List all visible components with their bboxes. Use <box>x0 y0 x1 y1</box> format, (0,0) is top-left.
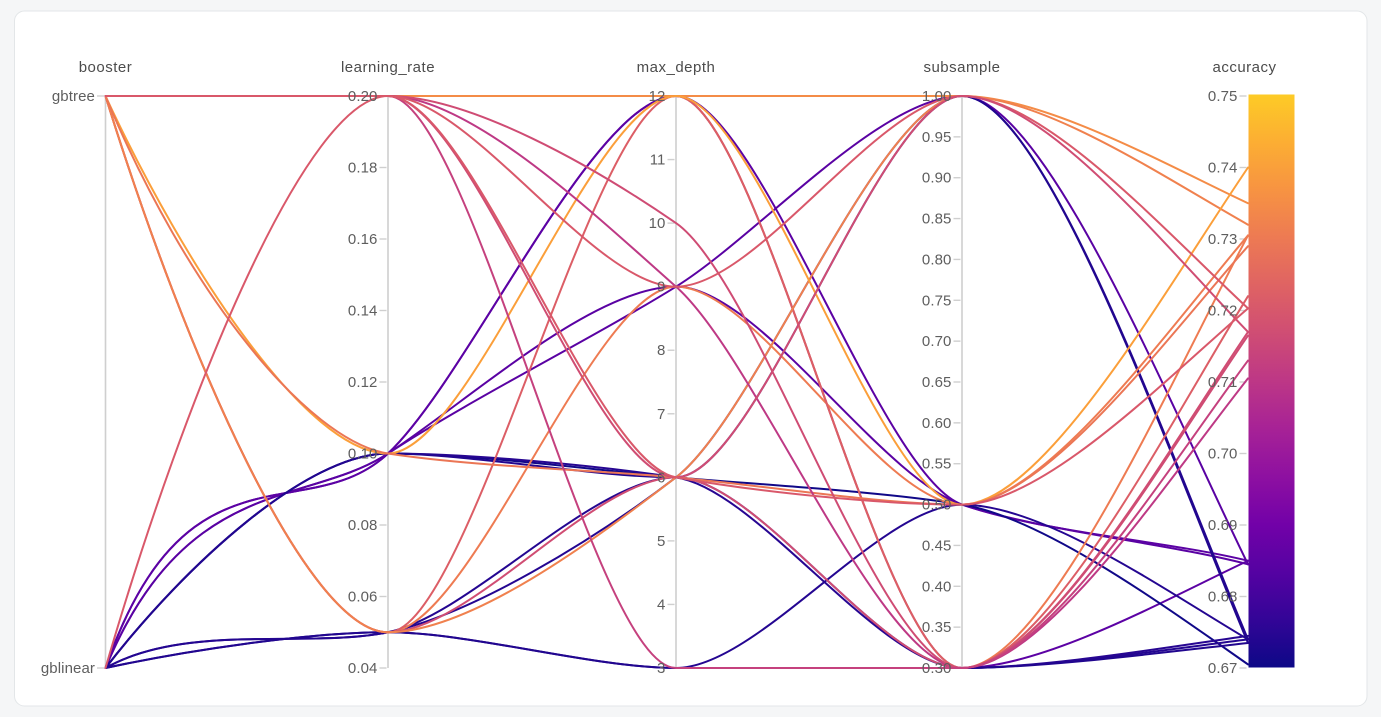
svg-text:subsample: subsample <box>923 59 1000 76</box>
svg-text:0.68: 0.68 <box>1208 589 1238 606</box>
svg-text:11: 11 <box>650 152 666 169</box>
svg-text:6: 6 <box>657 469 665 486</box>
svg-text:0.70: 0.70 <box>1208 446 1238 463</box>
svg-text:gblinear: gblinear <box>41 660 95 677</box>
svg-text:0.06: 0.06 <box>348 589 378 606</box>
svg-text:accuracy: accuracy <box>1212 59 1276 76</box>
svg-text:0.85: 0.85 <box>922 211 952 228</box>
svg-text:0.12: 0.12 <box>348 374 378 391</box>
svg-text:max_depth: max_depth <box>637 59 716 76</box>
svg-text:0.08: 0.08 <box>348 517 378 534</box>
svg-text:0.30: 0.30 <box>922 660 952 677</box>
svg-text:0.45: 0.45 <box>922 537 952 554</box>
svg-text:0.10: 0.10 <box>348 446 378 463</box>
svg-text:0.04: 0.04 <box>348 660 378 677</box>
svg-text:0.95: 0.95 <box>922 129 952 146</box>
svg-text:0.50: 0.50 <box>922 497 952 514</box>
svg-text:booster: booster <box>79 59 133 76</box>
svg-text:0.65: 0.65 <box>922 374 952 391</box>
svg-text:1.00: 1.00 <box>922 88 952 105</box>
svg-text:4: 4 <box>657 596 665 613</box>
svg-text:5: 5 <box>657 533 665 550</box>
svg-text:gbtree: gbtree <box>52 88 95 105</box>
svg-text:0.35: 0.35 <box>922 619 952 636</box>
svg-text:0.72: 0.72 <box>1208 303 1238 320</box>
svg-text:9: 9 <box>657 279 665 296</box>
svg-text:0.75: 0.75 <box>1208 88 1238 105</box>
svg-text:0.16: 0.16 <box>348 231 378 248</box>
svg-text:0.67: 0.67 <box>1208 660 1238 677</box>
svg-text:0.71: 0.71 <box>1208 374 1238 391</box>
svg-text:12: 12 <box>649 88 666 105</box>
svg-text:10: 10 <box>649 215 666 232</box>
svg-text:0.40: 0.40 <box>922 578 952 595</box>
svg-text:0.20: 0.20 <box>348 88 378 105</box>
svg-text:0.80: 0.80 <box>922 251 952 268</box>
svg-text:0.90: 0.90 <box>922 170 952 187</box>
svg-text:0.75: 0.75 <box>922 292 952 309</box>
svg-text:0.60: 0.60 <box>922 415 952 432</box>
svg-text:0.18: 0.18 <box>348 160 378 177</box>
svg-text:3: 3 <box>657 660 665 677</box>
svg-text:8: 8 <box>657 342 665 359</box>
svg-text:0.74: 0.74 <box>1208 160 1238 177</box>
svg-text:0.55: 0.55 <box>922 456 952 473</box>
svg-text:learning_rate: learning_rate <box>341 59 435 76</box>
svg-text:0.70: 0.70 <box>922 333 952 350</box>
svg-text:0.73: 0.73 <box>1208 231 1238 248</box>
svg-text:7: 7 <box>657 406 665 423</box>
svg-text:0.69: 0.69 <box>1208 517 1238 534</box>
svg-text:0.14: 0.14 <box>348 303 378 320</box>
